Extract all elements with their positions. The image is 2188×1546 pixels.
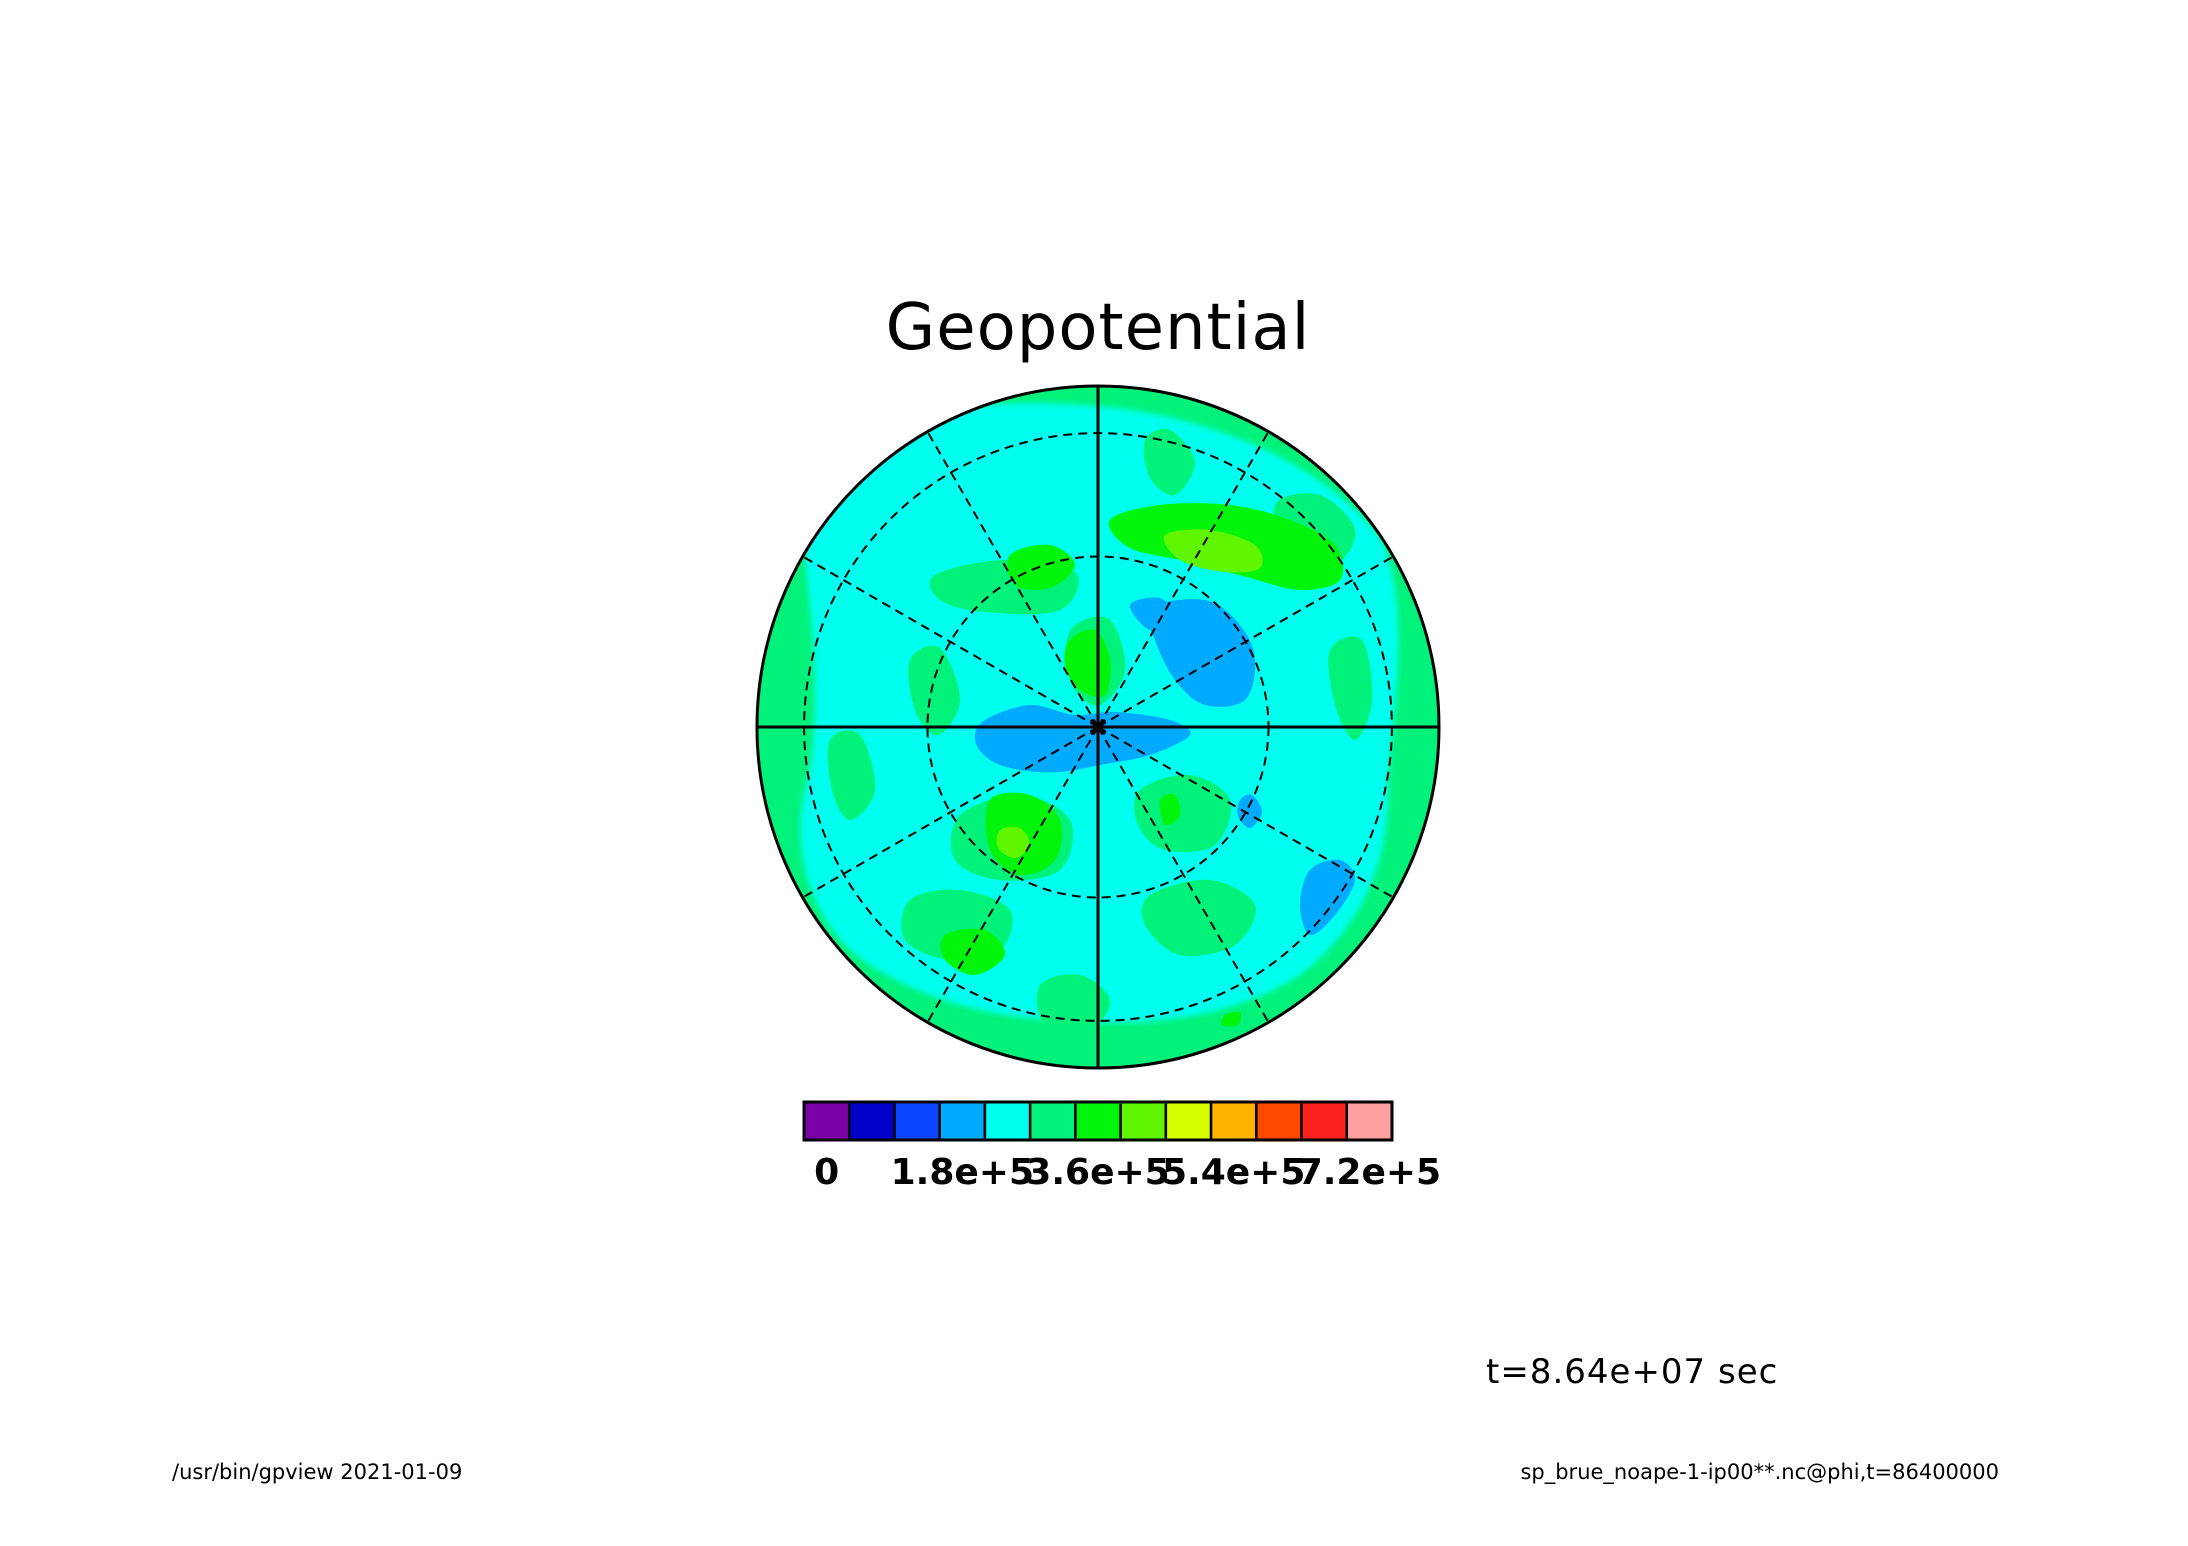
field-patch-low-1 xyxy=(974,704,1191,773)
meridian-330 xyxy=(1097,726,1394,899)
footer-file-info: sp_brue_noape-1-ip00**.nc@phi,t=86400000 xyxy=(1520,1460,1999,1485)
colorbar-swatch-3 xyxy=(893,1100,941,1142)
colorbar-swatch-5 xyxy=(983,1100,1032,1142)
meridian-300 xyxy=(1097,726,1270,1023)
map-grid xyxy=(757,386,1439,1068)
colorbar-tick-labels: 0 1.8e+53.6e+55.4e+57.2e+5 xyxy=(814,1152,1441,1193)
colorbar-swatch-8 xyxy=(1119,1100,1168,1142)
colorbar-swatch-9 xyxy=(1164,1100,1213,1142)
colorbar-swatch-6 xyxy=(1028,1100,1077,1142)
disk-outline xyxy=(755,384,1441,1070)
field-patch-mid-10 xyxy=(1036,974,1111,1033)
chart-title: Geopotential xyxy=(886,291,1311,365)
field-patch-mid-11 xyxy=(1328,636,1373,741)
colorbar-tick-label: 0 xyxy=(814,1152,839,1193)
field-patch-low-3 xyxy=(1237,794,1263,829)
pole-marker-stroke xyxy=(1089,718,1107,736)
colorbar-frame xyxy=(802,1100,1394,1142)
field-patch-high-7 xyxy=(1221,1011,1242,1027)
field-patch-mid-5 xyxy=(827,730,876,820)
parallel-1 xyxy=(926,555,1270,899)
colorbar-tick-label: 1.8e+5 xyxy=(891,1152,1034,1193)
field-patch-high-4 xyxy=(1007,544,1075,590)
field-patch-low-2 xyxy=(1146,599,1256,707)
meridian-240 xyxy=(926,726,1099,1023)
field-patch-mid-3 xyxy=(1143,428,1196,496)
colorbar xyxy=(802,1100,1394,1142)
colorbar-swatch-1 xyxy=(802,1100,851,1142)
colorbar-tick-label: 5.4e+5 xyxy=(1162,1152,1305,1193)
field-patch-mid-8 xyxy=(1141,879,1256,957)
field-patch-mid-4 xyxy=(908,645,961,736)
colorbar-tick-label: 7.2e+5 xyxy=(1298,1152,1441,1193)
field-patch-max-2 xyxy=(996,826,1031,859)
meridian-210 xyxy=(802,726,1099,899)
colorbar-tick-label: 3.6e+5 xyxy=(1026,1152,1169,1193)
footer-program-date: /usr/bin/gpview 2021-01-09 xyxy=(172,1460,462,1484)
colorbar-swatch-4 xyxy=(938,1100,987,1142)
field-patch-high-6 xyxy=(1159,794,1181,826)
colorbar-swatch-7 xyxy=(1074,1100,1122,1142)
parallel-2 xyxy=(803,432,1393,1022)
field-patch-low-5 xyxy=(1129,597,1176,631)
colorbar-swatch-13 xyxy=(1345,1100,1394,1142)
colorbar-swatch-2 xyxy=(847,1100,896,1142)
field-patch-low-4 xyxy=(1300,859,1356,936)
meridian-150 xyxy=(802,555,1099,728)
colorbar-swatch-11 xyxy=(1255,1100,1303,1142)
time-label: t=8.64e+07 sec xyxy=(1486,1352,1778,1392)
colorbar-swatch-12 xyxy=(1300,1100,1349,1142)
field-patch-high-5 xyxy=(940,928,1006,976)
field-patch-max-1 xyxy=(1163,529,1263,573)
colorbar-swatch-10 xyxy=(1209,1100,1258,1142)
